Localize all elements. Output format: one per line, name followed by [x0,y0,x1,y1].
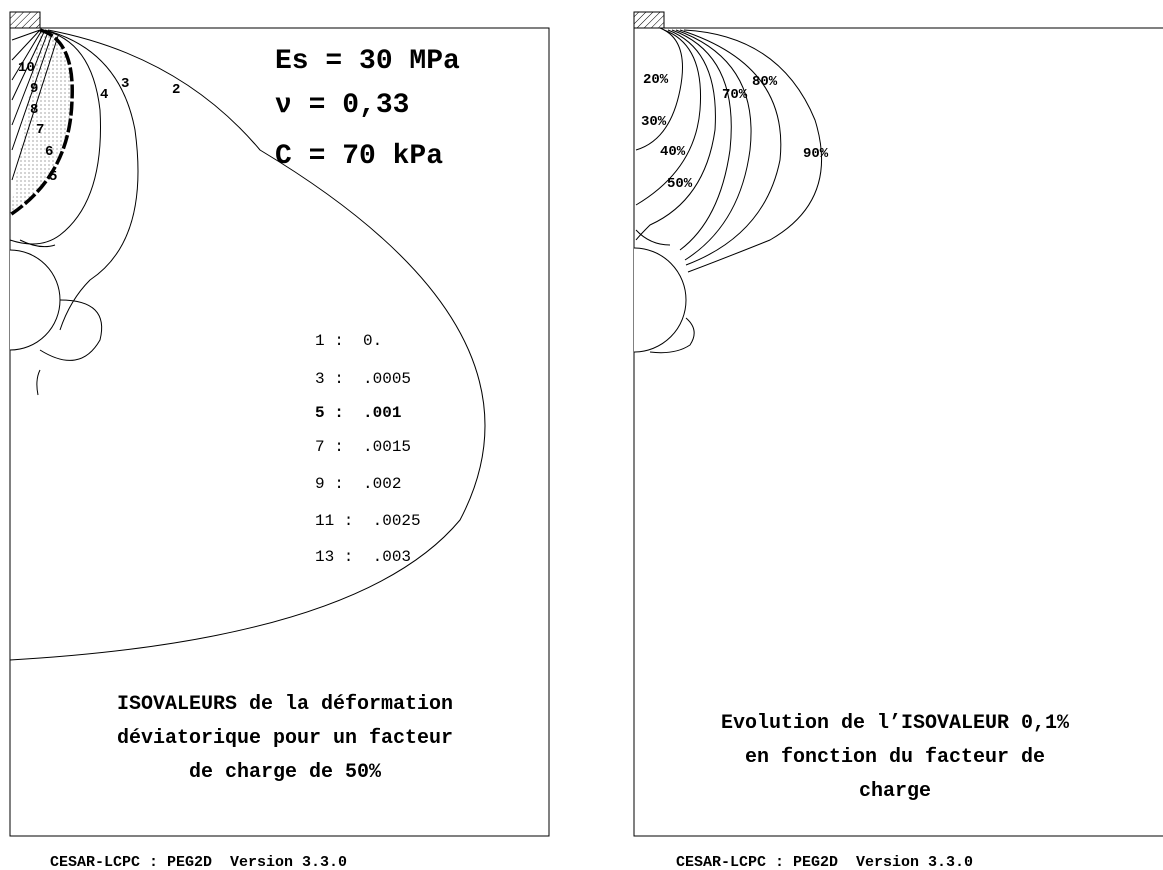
caption: de charge de 50% [189,761,382,784]
legend-entry: 1 : 0. [315,332,382,350]
contour-4 [9,29,101,245]
legend-entry: 3 : .0005 [315,370,411,388]
contour-label: 2 [172,82,180,98]
contour-label: 5 [49,169,57,185]
contour-label: 50% [667,176,693,192]
legend-entry: 7 : .0015 [315,438,411,456]
legend-entry: 9 : .002 [315,475,401,493]
parameter: Es = 30 MPa [275,46,460,77]
contour-50 [671,29,732,251]
caption: déviatorique pour un facteur [117,727,453,750]
contour-5 [9,28,74,217]
parameter: C = 70 kPa [275,141,443,172]
contour-label: 10 [18,60,35,76]
right-panel: 20% 30% 40% 50% 70% 80% 90% Evolution de… [633,11,1163,870]
contour-label: 20% [643,72,669,88]
contour-30 [635,29,702,206]
contour-fragment [635,229,695,354]
contour-label: 40% [660,144,686,160]
plastic-zone [10,28,72,215]
contour-label: 30% [641,114,667,130]
contour-label: 4 [100,87,108,103]
inner-contours [11,29,59,181]
contour-label: 80% [752,74,778,90]
left-panel: Es = 30 MPa ν = 0,33 C = 70 kPa 10 9 8 7… [9,11,550,870]
caption: charge [859,780,931,803]
legend-entry: 5 : .001 [315,404,401,422]
contour-label: 7 [36,122,44,138]
caption: en fonction du facteur de [745,746,1045,769]
cavity [9,249,61,351]
contour-label: 8 [30,102,38,118]
legend-entry: 13 : .003 [315,548,411,566]
contour-20 [635,27,683,151]
footing [9,11,41,29]
parameter: ν = 0,33 [275,90,409,121]
frame [9,27,550,837]
contour-label: 6 [45,144,53,160]
contour-fragment [19,239,56,396]
footer: CESAR-LCPC : PEG2D Version 3.3.0 [50,854,347,870]
caption: Evolution de l’ISOVALEUR 0,1% [721,712,1070,735]
footing [633,11,665,29]
contour-label: 3 [121,76,129,92]
frame [633,27,1163,837]
contour-80 [679,29,782,266]
cavity [633,247,687,353]
contour-2 [9,29,486,661]
contour-label: 90% [803,146,829,162]
contour-label: 70% [722,87,748,103]
legend-entry: 11 : .0025 [315,512,421,530]
contour-40 [635,29,716,241]
contour-70 [675,29,752,261]
contour-1 [39,299,102,361]
contour-3 [44,29,139,331]
contour-label: 9 [30,81,38,97]
caption: ISOVALEURS de la déformation [117,693,453,716]
footer: CESAR-LCPC : PEG2D Version 3.3.0 [676,854,973,870]
contour-90 [683,29,822,273]
